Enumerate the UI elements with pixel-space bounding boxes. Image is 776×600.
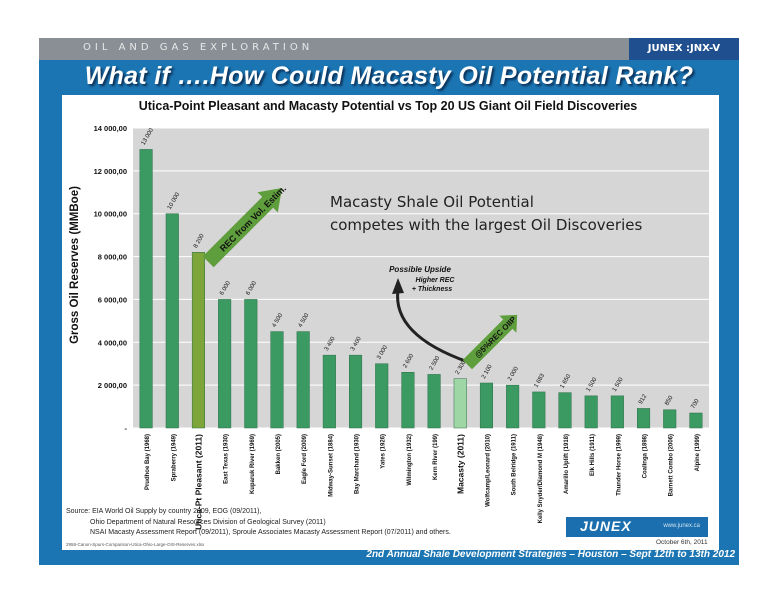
bar [663, 409, 677, 429]
upside-title: Possible Upside [389, 265, 451, 274]
category-label: Alpine (1999) [695, 434, 701, 471]
gridlines [133, 127, 709, 429]
slide-footer: 2nd Annual Shale Development Strategies … [366, 549, 735, 560]
bar [506, 384, 520, 429]
category-label: Prudhoe Bay (1968) [145, 434, 151, 490]
slide-date: October 6th, 2011 [656, 539, 708, 546]
y-tick-label: 4 000,00 [98, 338, 127, 347]
bar [637, 408, 651, 429]
value-label: 700 [690, 398, 701, 410]
source-line-2: Ohio Department of Natural Resources Div… [90, 518, 326, 526]
file-name: 2958-Canon-Spurs-Comparison-Utica-Ohio-L… [66, 542, 205, 547]
bar [479, 382, 493, 429]
category-label: South Belridge (1911) [512, 434, 518, 495]
category-label: Spraberry (1949) [171, 434, 177, 481]
bar [165, 213, 179, 429]
chart-title: Utica-Point Pleasant and Macasty Potenti… [139, 99, 638, 113]
bar [558, 392, 572, 429]
department-label: OIL AND GAS EXPLORATION [83, 42, 314, 53]
big-annotation-line2: competes with the largest Oil Discoverie… [330, 216, 642, 234]
top-bar: OIL AND GAS EXPLORATION JUNEX :JNX-V [39, 38, 739, 60]
junex-logo: JUNEX www.junex.ca [566, 517, 708, 537]
category-label: Utica-Pt Pleasant (2011) [193, 434, 203, 530]
bar [532, 391, 546, 429]
bar [689, 412, 703, 429]
category-label: Wolfcamp/Leonard (2010) [485, 434, 491, 507]
bar [322, 354, 336, 429]
logo-name: JUNEX [580, 518, 632, 534]
upside-line1: Higher REC [416, 277, 456, 284]
category-label: Amarillo Uplift (1918) [564, 434, 570, 494]
upside-arrow [392, 278, 469, 364]
slide-headline: What if ….How Could Macasty Oil Potentia… [84, 62, 694, 90]
bar [270, 331, 284, 429]
category-label: Barnett Combo (2006) [669, 434, 675, 496]
y-tick-label: 8 000,00 [98, 253, 127, 262]
bars [139, 149, 703, 429]
sources-block: Source: EIA World Oil Supply by country … [66, 507, 451, 539]
category-label: Kern River (199) [433, 434, 439, 480]
category-label: Bay Marchand (1930) [355, 434, 361, 494]
value-label: 912 [638, 393, 649, 405]
source-line-1: Source: EIA World Oil Supply by country … [66, 508, 262, 515]
category-label: Thunder Horse (1999) [616, 434, 622, 496]
category-label: Coalinga (1898) [643, 434, 649, 478]
category-label: Wilmington (1932) [407, 434, 413, 486]
big-annotation-line1: Macasty Shale Oil Potential [330, 193, 534, 211]
bar [427, 374, 441, 429]
upside-line2: + Thickness [412, 286, 452, 293]
y-tick-label: - [125, 424, 128, 433]
bar [401, 372, 415, 429]
y-tick-label: 2 000,00 [98, 381, 127, 390]
y-tick-labels: - 2 000,00 4 000,00 6 000,00 8 000,00 10 000,… [94, 124, 128, 433]
y-tick-label: 6 000,00 [98, 295, 127, 304]
bar [244, 299, 258, 429]
category-labels: Prudhoe Bay (1968) Spraberry (1949) Utica-… [145, 434, 701, 530]
category-label: Bakken (2005) [276, 434, 282, 474]
bar [453, 378, 467, 429]
category-label: Eagle Ford (2009) [302, 434, 308, 484]
bar [610, 395, 624, 429]
y-axis-label: Gross Oil Reserves (MMBoe) [69, 186, 81, 344]
category-label: Yates (1926) [381, 434, 387, 469]
source-line-3: NSAI Macasty Assessment Report (09/2011)… [90, 529, 451, 536]
y-tick-label: 10 000,00 [94, 210, 127, 219]
category-label: Macasty (2011) [455, 434, 465, 494]
category-label: Kuparuk River (1969) [250, 434, 256, 494]
category-label: East Texas (1930) [224, 434, 230, 484]
bar [139, 149, 153, 429]
value-label: 850 [664, 395, 675, 407]
logo-url: www.junex.ca [663, 523, 700, 529]
y-tick-label: 14 000,00 [94, 124, 127, 133]
category-label: Elk Hills (1911) [590, 434, 596, 476]
bar [584, 395, 598, 429]
bar [349, 354, 363, 429]
y-tick-label: 12 000,00 [94, 167, 127, 176]
category-label: Kelly Snyder/Diamond M (1948) [538, 434, 544, 523]
bar [191, 252, 205, 429]
ticker-label: JUNEX :JNX-V [629, 38, 739, 60]
bar [218, 299, 232, 429]
bar [296, 331, 310, 429]
category-label: Midway-Sunset (1884) [328, 434, 334, 497]
bar [375, 363, 389, 429]
